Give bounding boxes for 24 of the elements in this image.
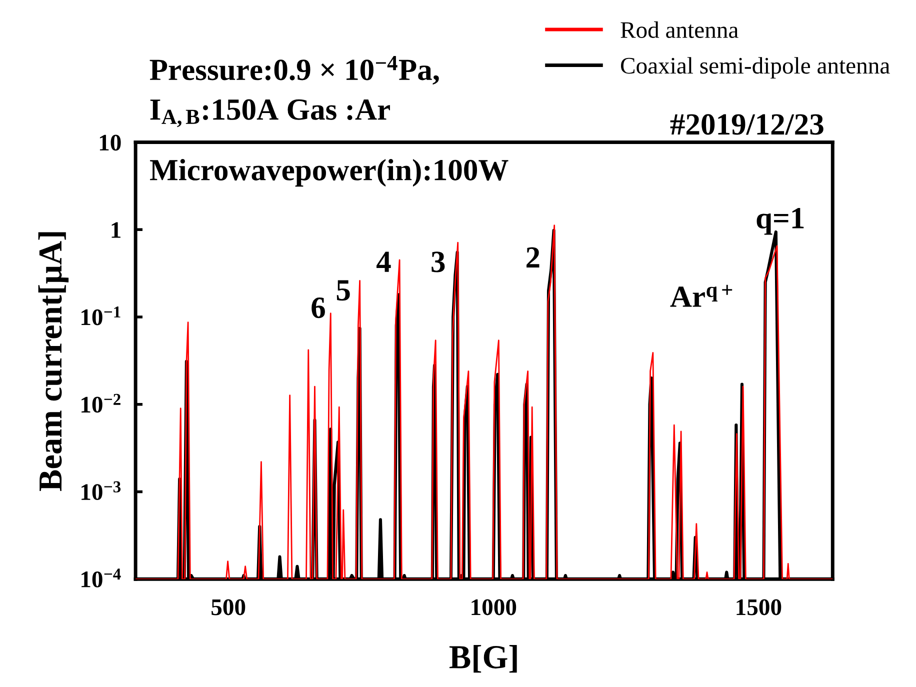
annotation: q=1	[756, 208, 804, 235]
annotation: 3	[432, 252, 445, 272]
x-tick-label: 1500	[736, 599, 782, 616]
y-tick-label: 10	[100, 134, 121, 151]
annotation: 6	[312, 298, 325, 318]
annotation: 4	[376, 252, 391, 272]
text: Pressure:0.9 × 10$^{−4}$Pa,	[150, 56, 439, 85]
y-axis-title: Beam current[μA]	[38, 232, 69, 491]
annotation: Microwavepower(in):100W	[150, 158, 508, 187]
x-tick-label: 1000	[472, 599, 516, 616]
y-tick-label: 10$^{−4}$	[82, 568, 121, 588]
x-axis-title: B[G]	[449, 645, 517, 673]
annotation: Ar$^{q+}$	[670, 284, 732, 307]
y-tick-label: 10$^{−1}$	[82, 306, 120, 326]
y-tick-label: 10$^{−3}$	[82, 481, 121, 500]
legend-label: Rod antenna	[620, 21, 738, 38]
y-tick-label: 10$^{−2}$	[82, 394, 120, 413]
y-tick-label: 1	[112, 222, 120, 238]
legend-label: Coaxial semi-dipole antenna	[621, 57, 890, 79]
x-tick-label: 500	[212, 599, 246, 616]
text: #2019/12/23	[670, 114, 824, 135]
annotation: 5	[336, 280, 350, 301]
annotation: 2	[526, 247, 540, 268]
text: I$_{A,B}$:150A Gas :Ar	[150, 99, 390, 128]
